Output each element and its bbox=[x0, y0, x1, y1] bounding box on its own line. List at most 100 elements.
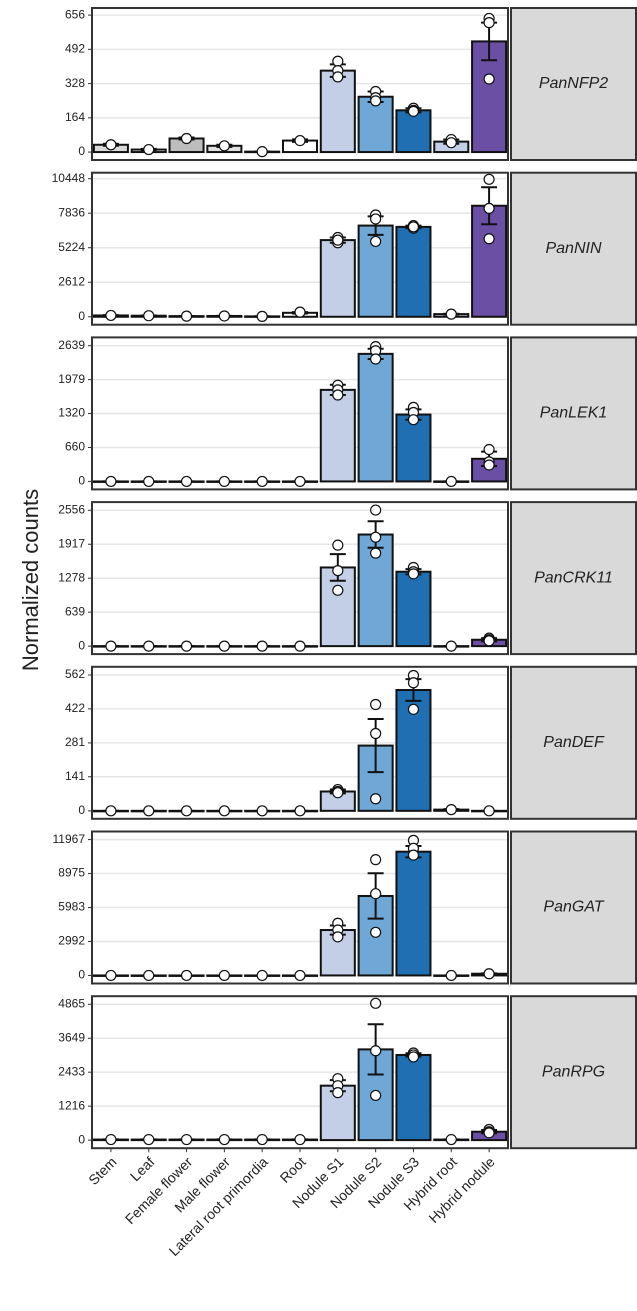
data-point bbox=[143, 640, 155, 652]
data-point bbox=[105, 309, 117, 322]
panel-border bbox=[91, 665, 509, 820]
data-point bbox=[370, 1089, 382, 1102]
y-tick-label: 11967 bbox=[53, 832, 86, 846]
data-point bbox=[218, 640, 230, 652]
data-point bbox=[370, 353, 382, 365]
y-tick-label: 2639 bbox=[58, 338, 85, 352]
data-point bbox=[180, 1133, 193, 1146]
strip-label: PanCRK11 bbox=[534, 569, 613, 586]
data-point bbox=[370, 727, 382, 740]
data-point bbox=[370, 95, 382, 107]
data-point bbox=[483, 202, 495, 214]
bar bbox=[395, 225, 432, 318]
data-point bbox=[294, 134, 306, 147]
strip-label: PanRPG bbox=[542, 1063, 605, 1080]
data-point bbox=[332, 389, 344, 401]
data-point bbox=[105, 805, 117, 817]
y-tick-label: 141 bbox=[65, 769, 85, 783]
data-point bbox=[445, 475, 457, 488]
panel-border bbox=[91, 501, 509, 656]
data-point bbox=[407, 849, 420, 861]
data-point bbox=[294, 475, 306, 488]
y-tick-label: 164 bbox=[65, 110, 85, 124]
strip bbox=[510, 336, 637, 491]
data-point bbox=[370, 997, 382, 1009]
bar bbox=[319, 69, 356, 154]
y-tick-label: 8975 bbox=[58, 866, 85, 880]
data-point bbox=[370, 1045, 382, 1057]
data-point bbox=[218, 475, 230, 488]
data-point bbox=[332, 71, 344, 83]
data-point bbox=[180, 969, 193, 982]
strip bbox=[510, 7, 637, 161]
data-point bbox=[370, 854, 382, 866]
y-tick-label: 10448 bbox=[52, 171, 86, 185]
data-point bbox=[407, 105, 420, 117]
y-tick-label: 2433 bbox=[58, 1064, 85, 1078]
data-point bbox=[294, 306, 306, 318]
data-point bbox=[332, 565, 344, 577]
strip-label: PanNIN bbox=[545, 240, 601, 257]
data-point bbox=[218, 310, 230, 322]
data-point bbox=[407, 703, 420, 715]
panel-border bbox=[91, 7, 509, 161]
data-point bbox=[483, 443, 495, 456]
data-point bbox=[143, 969, 155, 982]
y-tick-label: 0 bbox=[78, 1132, 85, 1146]
data-point bbox=[256, 805, 268, 817]
data-point bbox=[180, 475, 193, 488]
y-tick-label: 492 bbox=[65, 42, 85, 56]
data-point bbox=[143, 143, 155, 156]
data-point bbox=[407, 677, 420, 689]
data-point bbox=[143, 310, 155, 322]
data-point bbox=[180, 805, 193, 817]
x-tick-label: Stem bbox=[85, 1154, 119, 1188]
data-point bbox=[256, 310, 268, 322]
data-point bbox=[445, 969, 457, 982]
y-tick-label: 1216 bbox=[58, 1098, 85, 1112]
data-point bbox=[218, 969, 230, 982]
data-point bbox=[143, 805, 155, 817]
y-tick-label: 656 bbox=[65, 7, 85, 21]
error-bar bbox=[367, 717, 384, 774]
data-point bbox=[332, 787, 344, 799]
y-tick-label: 5983 bbox=[58, 900, 85, 914]
y-tick-label: 0 bbox=[78, 309, 85, 323]
y-tick-label: 1278 bbox=[58, 570, 85, 584]
data-point bbox=[483, 459, 495, 471]
bar bbox=[319, 239, 356, 318]
data-point bbox=[256, 475, 268, 488]
data-point bbox=[332, 584, 344, 596]
panel-border bbox=[91, 830, 509, 985]
y-tick-label: 4865 bbox=[58, 996, 85, 1010]
data-point bbox=[256, 146, 268, 158]
data-point bbox=[483, 805, 495, 817]
data-point bbox=[105, 969, 117, 982]
data-point bbox=[370, 531, 382, 543]
x-tick-label: Root bbox=[277, 1154, 309, 1186]
data-point bbox=[370, 504, 382, 516]
strip bbox=[510, 665, 637, 820]
data-point bbox=[407, 1051, 420, 1063]
data-point bbox=[218, 140, 230, 152]
data-point bbox=[256, 969, 268, 982]
data-point bbox=[370, 888, 382, 900]
bar bbox=[395, 850, 432, 977]
data-point bbox=[407, 221, 420, 233]
y-tick-label: 2992 bbox=[58, 934, 85, 948]
data-point bbox=[407, 414, 420, 426]
data-point bbox=[218, 805, 230, 817]
data-point bbox=[332, 931, 344, 943]
data-point bbox=[370, 547, 382, 559]
panel-border bbox=[91, 171, 509, 326]
panel-border bbox=[91, 336, 509, 491]
strip bbox=[510, 830, 637, 985]
y-tick-label: 2612 bbox=[58, 274, 85, 288]
data-point bbox=[483, 1127, 495, 1139]
y-tick-label: 281 bbox=[65, 735, 85, 749]
data-point bbox=[180, 132, 193, 145]
y-tick-label: 328 bbox=[65, 76, 85, 90]
data-point bbox=[445, 640, 457, 652]
strip bbox=[510, 171, 637, 326]
